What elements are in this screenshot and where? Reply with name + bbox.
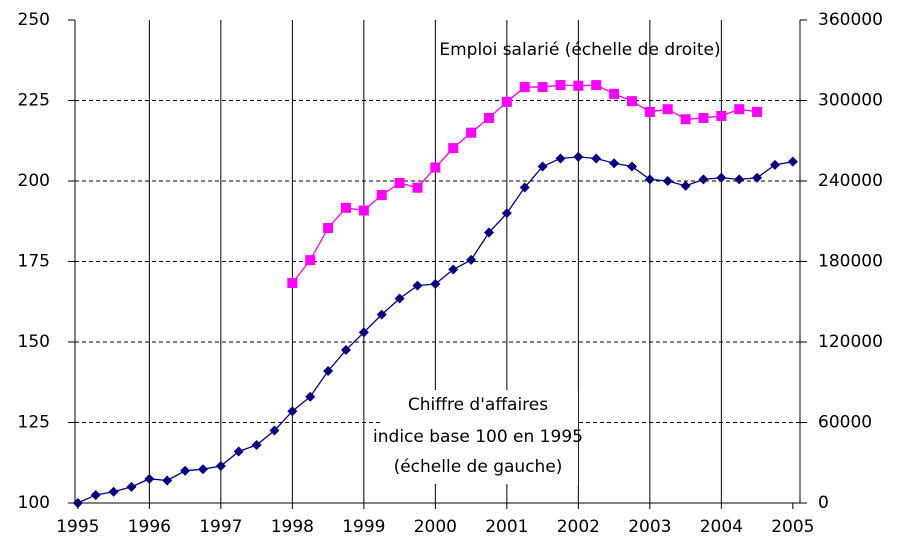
x-tick-label: 2005 (771, 517, 814, 537)
point (769, 159, 780, 170)
point (412, 280, 423, 291)
point (251, 440, 262, 451)
y2-tick-label: 60000 (818, 413, 872, 433)
point (537, 82, 548, 93)
annotation: Chiffre d'affaires (408, 395, 548, 415)
point (573, 151, 584, 162)
point (716, 110, 727, 121)
y-tick-label: 125 (18, 413, 50, 433)
point (591, 80, 602, 91)
point (591, 153, 602, 164)
x-tick-label: 1996 (128, 517, 171, 537)
point (519, 82, 530, 93)
y-tick-label: 250 (18, 10, 50, 30)
point (269, 425, 280, 436)
point (662, 176, 673, 186)
point (466, 254, 477, 265)
point (573, 80, 584, 91)
annotation: indice base 100 en 1995 (373, 427, 583, 447)
point (358, 205, 369, 216)
point (698, 112, 709, 123)
y2-tick-label: 360000 (818, 10, 883, 30)
point (716, 172, 727, 183)
point (412, 182, 423, 193)
point (698, 174, 709, 185)
point (609, 88, 620, 99)
point (787, 156, 798, 167)
point (430, 279, 441, 290)
point (519, 182, 530, 193)
point (340, 202, 351, 213)
point (287, 277, 298, 288)
point (394, 293, 405, 304)
x-tick-label: 1995 (56, 517, 99, 537)
point (501, 208, 512, 219)
point (734, 174, 745, 185)
point (340, 345, 351, 356)
point (752, 106, 763, 117)
point (734, 104, 745, 115)
point (305, 255, 316, 266)
y-tick-label: 225 (18, 91, 50, 111)
x-tick-label: 2001 (485, 517, 528, 537)
point (448, 264, 459, 275)
point (144, 473, 155, 484)
point (90, 489, 101, 500)
point (376, 309, 387, 320)
point (501, 96, 512, 107)
point (72, 498, 83, 508)
x-tick-label: 1999 (342, 517, 385, 537)
point (323, 365, 334, 376)
point (680, 180, 691, 191)
point (626, 96, 637, 107)
y-tick-label: 150 (18, 332, 50, 352)
point (483, 112, 494, 123)
point (215, 460, 226, 471)
annotation-background (382, 390, 578, 484)
point (358, 327, 369, 338)
point (555, 80, 566, 91)
point (752, 172, 763, 183)
x-tick-label: 2003 (628, 517, 671, 537)
y-tick-label: 175 (18, 252, 50, 272)
point (233, 446, 244, 457)
y2-tick-label: 300000 (818, 91, 883, 111)
annotation: (échelle de gauche) (394, 457, 563, 477)
y2-tick-label: 0 (818, 493, 829, 513)
point (394, 178, 405, 189)
y2-tick-label: 120000 (818, 332, 883, 352)
y-tick-label: 100 (18, 493, 50, 513)
point (644, 174, 655, 185)
point (323, 222, 334, 233)
point (108, 486, 119, 497)
point (483, 227, 494, 238)
point (180, 465, 191, 476)
point (162, 475, 173, 486)
point (376, 190, 387, 201)
x-tick-label: 1997 (199, 517, 242, 537)
point (430, 162, 441, 173)
point (644, 106, 655, 117)
point (609, 158, 620, 169)
x-tick-label: 2000 (414, 517, 457, 537)
point (287, 406, 298, 417)
annotation: Emploi salarié (échelle de droite) (439, 40, 720, 60)
x-tick-label: 1998 (271, 517, 314, 537)
point (537, 161, 548, 172)
y2-tick-label: 240000 (818, 171, 883, 191)
point (305, 391, 316, 402)
y2-tick-label: 180000 (818, 252, 883, 272)
point (197, 464, 208, 475)
point (126, 481, 137, 492)
point (662, 104, 673, 115)
point (555, 153, 566, 164)
point (626, 161, 637, 172)
x-tick-label: 2004 (700, 517, 743, 537)
point (448, 143, 459, 154)
point (466, 127, 477, 138)
x-tick-label: 2002 (557, 517, 600, 537)
y-tick-label: 200 (18, 171, 50, 191)
point (680, 114, 691, 125)
